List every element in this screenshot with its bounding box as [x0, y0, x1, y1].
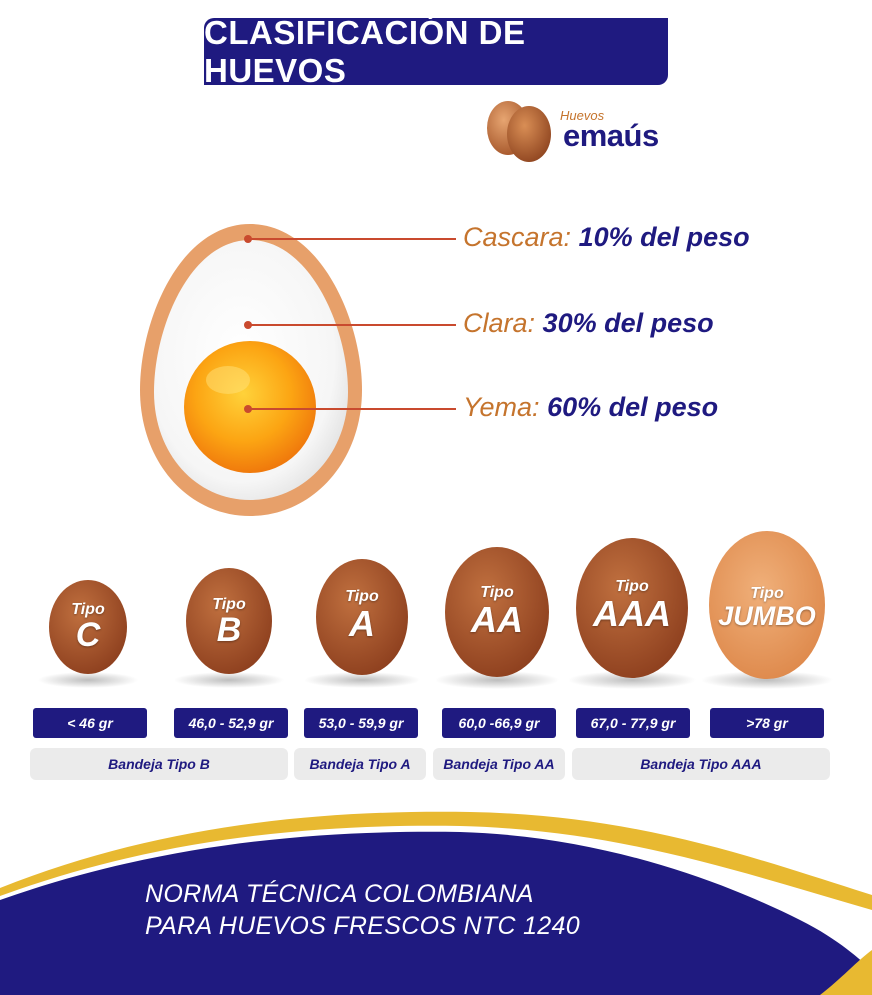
egg-grade-label: C	[75, 615, 101, 654]
egg-tipo-label: Tipo	[345, 587, 379, 605]
part-name: Yema	[463, 392, 533, 422]
egg-type-c: Tipo C	[49, 590, 127, 665]
part-value: 30% del peso	[542, 308, 714, 338]
egg-type-a: Tipo A	[316, 578, 408, 653]
page-title: CLASIFICACIÓN DE HUEVOS	[204, 13, 526, 89]
egg-type-b: Tipo B	[186, 585, 272, 660]
part-name: Cascara	[463, 222, 564, 252]
tray-label: Bandeja Tipo A	[294, 748, 426, 780]
title-banner: CLASIFICACIÓN DE HUEVOS	[204, 14, 668, 89]
tray-label: Bandeja Tipo AAA	[572, 748, 830, 780]
egg-type-aaa: Tipo AAA	[576, 566, 688, 646]
part-value: 60% del peso	[547, 392, 719, 422]
egg-tipo-label: Tipo	[212, 595, 246, 613]
part-name: Clara	[463, 308, 528, 338]
egg-anatomy: Cascara: 10% del peso Clara: 30% del pes…	[0, 200, 872, 530]
white-label: Clara: 30% del peso	[463, 308, 714, 338]
footer-line-1: NORMA TÉCNICA COLOMBIANA	[145, 880, 534, 908]
weight-range: < 46 gr	[33, 708, 147, 738]
footer-wave	[0, 811, 872, 995]
weight-range: >78 gr	[710, 708, 824, 738]
egg-tipo-label: Tipo	[71, 600, 105, 618]
tray-label: Bandeja Tipo B	[30, 748, 288, 780]
egg-tipo-label: Tipo	[480, 584, 514, 602]
part-value: 10% del peso	[578, 222, 750, 252]
egg-grade-label: AA	[471, 599, 523, 641]
egg-type-jumbo: Tipo JUMBO	[709, 568, 825, 648]
logo-small-text: Huevos	[560, 108, 605, 123]
weight-range: 53,0 - 59,9 gr	[304, 708, 418, 738]
egg-type-aa: Tipo AA	[445, 572, 549, 652]
egg-tipo-label: Tipo	[615, 578, 649, 596]
shell-label: Cascara: 10% del peso	[463, 222, 750, 252]
brand-logo: Huevos emaús	[484, 98, 684, 168]
egg-grade-label: B	[216, 610, 242, 649]
footer: NORMA TÉCNICA COLOMBIANA PARA HUEVOS FRE…	[0, 800, 872, 995]
egg-cross-section	[140, 224, 456, 516]
egg-grade-label: A	[349, 602, 375, 644]
tray-label: Bandeja Tipo AA	[433, 748, 565, 780]
weight-range: 67,0 - 77,9 gr	[576, 708, 690, 738]
egg-tipo-label: Tipo	[750, 584, 784, 602]
logo-eggs-icon	[487, 101, 551, 162]
logo-brand-text: emaús	[563, 118, 659, 153]
footer-line-2: PARA HUEVOS FRESCOS NTC 1240	[145, 912, 580, 940]
yolk-label: Yema: 60% del peso	[463, 392, 719, 422]
weight-range: 60,0 -66,9 gr	[442, 708, 556, 738]
egg-grade-label: AAA	[593, 593, 671, 635]
egg-grade-label: JUMBO	[718, 600, 816, 631]
weight-range: 46,0 - 52,9 gr	[174, 708, 288, 738]
